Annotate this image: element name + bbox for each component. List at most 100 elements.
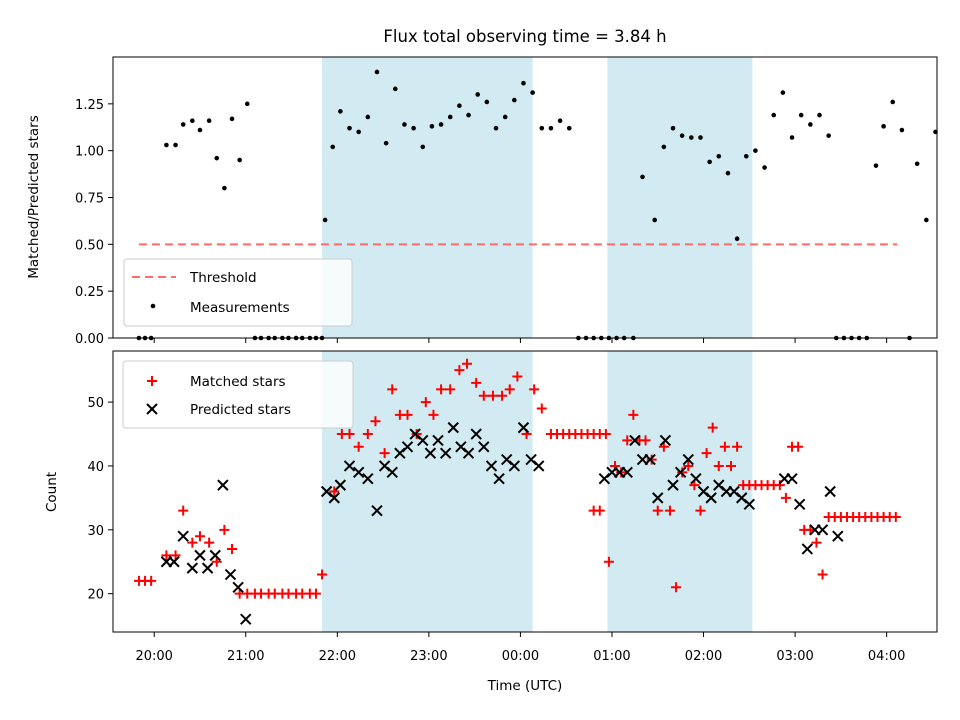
matched-star-marker: [445, 384, 456, 395]
observing-window-2: [607, 57, 753, 338]
measurement-points: [136, 69, 938, 341]
measurement-point: [438, 122, 444, 127]
y-tick-label: 1.25: [75, 98, 104, 113]
matched-star-marker: [652, 505, 663, 516]
bottom-x-ticks: 20:00 21:00 22:00 23:00 00:00 01:00 02:00 03:00…: [135, 632, 905, 664]
count-panel: 20 30 40 50 20:00 21:00 22:00 23:00 00:00 01:00 0…: [44, 350, 938, 694]
measurement-point: [411, 125, 416, 131]
measurement-point: [789, 135, 795, 140]
measurement-point: [330, 144, 336, 150]
measurement-point: [493, 125, 499, 131]
matched-star-marker: [471, 377, 482, 388]
measurement-point: [173, 142, 178, 148]
predicted-star-marker: [801, 543, 814, 555]
measurement-point: [808, 122, 813, 127]
top-x-ticks: [153, 338, 888, 343]
top-y-axis-label: Matched/Predicted stars: [26, 115, 42, 278]
x-tick-label: 04:00: [868, 649, 905, 664]
measurement-point: [190, 118, 195, 123]
predicted-star-marker: [533, 460, 545, 472]
measurement-point: [873, 163, 879, 168]
predicted-star-marker: [334, 479, 347, 491]
matched-star-marker: [664, 505, 675, 516]
predicted-star-markers: [160, 421, 844, 625]
top-y-ticks: 0.00 0.25 0.50 0.75 1.00 1.25: [75, 98, 113, 347]
top-legend: Threshold Measurements: [123, 258, 353, 327]
matched-star-marker: [146, 575, 157, 586]
predicted-star-marker: [352, 466, 365, 479]
measurement-point: [512, 97, 517, 103]
predicted-star-marker: [485, 460, 498, 472]
measurement-point: [347, 125, 352, 131]
matched-star-marker: [436, 384, 447, 395]
predicted-star-marker: [447, 421, 459, 434]
matched-star-marker: [317, 569, 328, 580]
x-tick-label: 23:00: [410, 649, 447, 664]
matched-star-marker: [512, 371, 523, 382]
measurement-point: [237, 157, 242, 163]
predicted-star-marker: [705, 492, 717, 504]
measurement-point: [521, 80, 526, 86]
measurement-point: [164, 142, 169, 148]
predicted-star-marker: [652, 492, 664, 504]
y-tick-label: 30: [87, 524, 104, 539]
predicted-star-marker: [667, 479, 679, 491]
measurements-legend-swatch: [150, 303, 156, 309]
measurement-point: [734, 236, 740, 242]
measurement-point: [826, 133, 831, 138]
matched-star-marker: [671, 582, 682, 593]
measurement-point: [180, 122, 186, 127]
measurement-point: [798, 112, 804, 118]
matched-star-marker: [170, 550, 181, 561]
matched-star-marker: [219, 524, 230, 535]
measurements-legend-label: Measurements: [190, 300, 290, 316]
matched-star-marker: [622, 435, 633, 446]
matched-star-marker: [603, 556, 614, 567]
measurement-point: [197, 127, 203, 133]
predicted-star-marker: [786, 473, 798, 485]
measurement-point: [689, 135, 694, 140]
matched-star-marker: [628, 409, 639, 420]
measurement-point: [392, 86, 398, 92]
matched-star-marker: [428, 409, 439, 420]
predicted-star-marker: [824, 485, 836, 498]
measurement-point: [557, 118, 563, 123]
observing-window-1: [322, 57, 533, 338]
top-legend-box: [123, 258, 353, 327]
matched-star-marker: [411, 429, 422, 440]
predicted-legend-swatch: [146, 403, 158, 415]
matched-star-marker: [379, 448, 390, 459]
matched-star-marker: [387, 384, 398, 395]
measurement-point: [890, 99, 896, 105]
measurement-point: [475, 92, 480, 97]
predicted-star-marker: [793, 498, 806, 510]
chart-title: Flux total observing time = 3.84 h: [383, 27, 666, 46]
predicted-star-marker: [432, 434, 444, 447]
measurement-point: [640, 174, 645, 180]
predicted-star-marker: [690, 473, 702, 485]
matched-star-marker: [616, 467, 627, 478]
measurement-point: [206, 118, 212, 123]
measurement-point: [429, 124, 435, 129]
matched-star-marker: [329, 486, 340, 497]
predicted-star-marker: [644, 453, 656, 466]
matched-star-marker: [187, 537, 198, 548]
matched-star-marker: [353, 441, 364, 452]
matched-star-marker: [178, 505, 189, 516]
measurement-point: [661, 144, 667, 150]
predicted-star-marker: [201, 562, 214, 574]
measurement-point: [817, 112, 822, 118]
matched-star-marker: [370, 416, 381, 427]
matched-star-marker: [344, 429, 355, 440]
matched-star-marker: [713, 460, 724, 471]
measurement-point: [707, 159, 712, 165]
measurement-point: [914, 161, 920, 167]
predicted-legend-label: Predicted stars: [190, 402, 291, 418]
predicted-star-marker: [816, 524, 829, 536]
x-tick-label: 20:00: [135, 649, 172, 664]
predicted-star-marker: [424, 447, 437, 459]
predicted-star-marker: [517, 421, 530, 434]
measurement-point: [229, 116, 235, 122]
matched-star-marker: [462, 358, 473, 369]
